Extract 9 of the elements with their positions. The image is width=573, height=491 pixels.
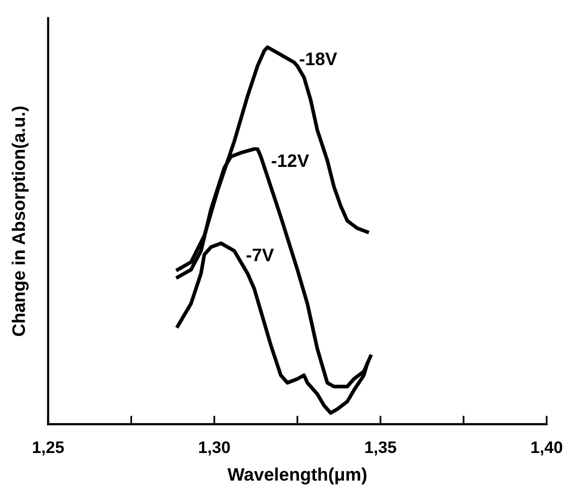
x-tick-label: 1,25 (32, 441, 64, 456)
series-label: -18V (300, 52, 338, 66)
y-axis-title: Change in Absorption(a.u.) (12, 106, 29, 336)
series-label: -12V (272, 154, 310, 167)
x-tick-label: 1,30 (199, 441, 230, 456)
x-tick-label: 1,40 (531, 441, 562, 456)
x-axis-title: Wavelength(μm) (228, 468, 366, 484)
x-tick-label: 1,35 (365, 441, 396, 456)
series-label: -7V (246, 248, 274, 262)
